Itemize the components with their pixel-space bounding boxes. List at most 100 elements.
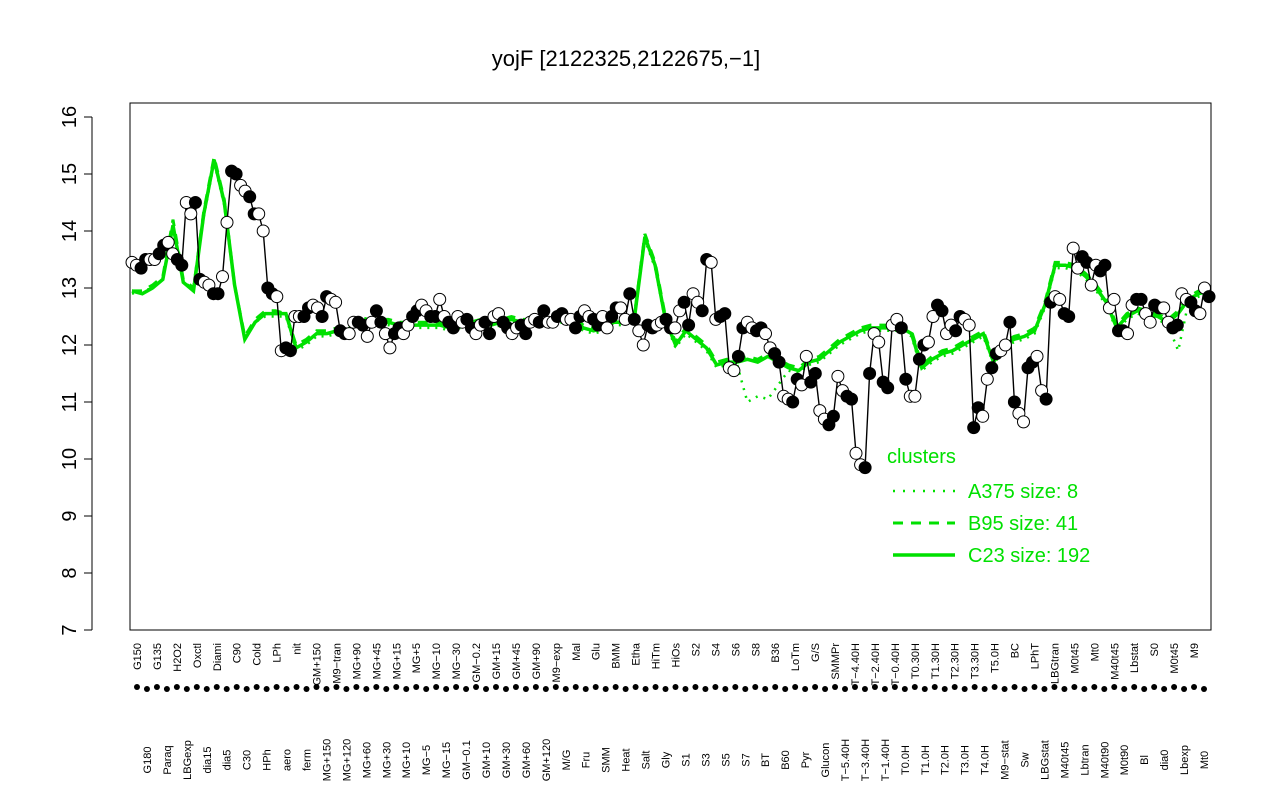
y-axis: 7 8 9 10 11 12 13 14 15 16: [59, 106, 93, 636]
x-tick-marker: [1041, 686, 1048, 692]
data-point: [799, 349, 813, 363]
data-point: [831, 369, 845, 383]
data-point: [718, 307, 732, 321]
x-tick-marker: [772, 684, 779, 690]
x-tick-label: BC: [1010, 643, 1022, 658]
x-tick-label: Paraq: [162, 745, 174, 774]
x-tick-marker: [951, 684, 958, 690]
x-tick-label: T4.0H: [980, 745, 992, 775]
data-point: [537, 304, 551, 318]
data-point: [1007, 395, 1021, 409]
x-tick-label: B60: [780, 750, 792, 770]
data-point: [211, 287, 225, 301]
x-tick-marker: [891, 684, 898, 690]
x-tick-marker: [1131, 684, 1138, 690]
x-tick-label: LPh: [272, 643, 284, 663]
x-tick-marker: [532, 684, 539, 690]
x-tick-marker: [193, 684, 200, 690]
x-tick-marker: [901, 686, 908, 692]
x-tick-label: BMM: [611, 643, 623, 669]
x-tick-marker: [153, 684, 160, 690]
x-tick-label: S3: [700, 753, 712, 766]
x-tick-marker: [433, 684, 440, 690]
y-tick-label: 10: [59, 448, 81, 470]
x-tick-label: S1: [680, 753, 692, 766]
x-tick-label: MG−10: [431, 643, 443, 679]
data-point: [229, 167, 243, 181]
x-tick-marker: [1071, 684, 1078, 690]
x-tick-marker: [293, 684, 300, 690]
data-point: [826, 409, 840, 423]
y-tick-label: 13: [59, 277, 81, 299]
x-tick-marker: [1101, 686, 1108, 692]
x-tick-marker: [1111, 684, 1118, 690]
x-tick-marker: [343, 686, 350, 692]
x-tick-marker: [732, 684, 739, 690]
data-point: [1039, 392, 1053, 406]
x-tick-marker: [582, 686, 589, 692]
data-point: [863, 367, 877, 380]
data-point: [1134, 292, 1148, 306]
x-tick-marker: [1001, 686, 1008, 692]
x-tick-label: Lbtran: [1079, 744, 1091, 775]
x-tick-marker: [822, 686, 829, 692]
data-point: [899, 372, 913, 386]
x-tick-label: Gly: [661, 751, 673, 768]
x-tick-marker: [333, 684, 340, 690]
data-point: [845, 392, 858, 406]
x-tick-label: GM−0.2: [471, 643, 483, 682]
data-point: [1202, 290, 1216, 304]
x-tick-label: Pyr: [800, 751, 812, 768]
x-tick-label: Mal: [571, 643, 583, 661]
x-tick-marker: [921, 686, 928, 692]
x-tick-label: T−1.40H: [880, 739, 892, 782]
x-tick-label: MG+15: [391, 643, 403, 679]
data-point: [283, 344, 297, 358]
x-tick-marker: [861, 686, 868, 692]
x-tick-label: T3.0H: [960, 745, 972, 775]
x-tick-label: SMM: [601, 747, 613, 773]
x-tick-label: Bl: [1139, 755, 1151, 765]
x-tick-label: MG+120: [341, 739, 353, 782]
x-tick-label: M0t45: [1169, 643, 1181, 674]
x-tick-marker: [702, 686, 709, 692]
data-point: [727, 364, 741, 378]
legend-title: clusters: [887, 446, 956, 468]
data-point: [1030, 349, 1044, 363]
data-point: [704, 255, 718, 269]
x-tick-label: GM−0.1: [461, 740, 473, 779]
chart-title: yojF [2122325,2122675,−1]: [492, 46, 761, 71]
x-tick-label: T0.0H: [900, 745, 912, 775]
x-tick-label: GM+10: [481, 742, 493, 778]
x-tick-label: Cold: [252, 643, 264, 666]
x-tick-label: Heat: [621, 748, 633, 771]
x-tick-label: S8: [750, 643, 762, 656]
data-point: [623, 287, 637, 301]
data-point: [184, 207, 198, 221]
x-tick-label: S4: [710, 643, 722, 656]
x-tick-marker: [682, 686, 689, 692]
x-tick-label: MG+45: [371, 643, 383, 679]
x-tick-marker: [243, 686, 250, 692]
x-tick-marker: [1201, 686, 1208, 692]
data-point: [1003, 315, 1017, 329]
data-point: [369, 304, 383, 318]
data-point: [858, 461, 872, 475]
x-tick-marker: [662, 686, 669, 692]
x-tick-label: Glu: [591, 643, 603, 660]
x-tick-label: G/S: [810, 643, 822, 662]
x-tick-label: Etha: [631, 642, 643, 666]
x-tick-marker: [522, 686, 529, 692]
data-point: [519, 327, 533, 341]
x-tick-marker: [473, 684, 480, 690]
x-tick-label: S2: [690, 643, 702, 656]
x-tick-marker: [283, 686, 290, 692]
x-tick-marker: [971, 684, 978, 690]
x-tick-marker: [842, 686, 849, 692]
x-tick-label: dia5: [222, 750, 234, 771]
y-tick-label: 15: [59, 163, 81, 185]
data-point: [967, 421, 981, 435]
x-tick-label: M9: [1189, 643, 1201, 658]
x-tick-label: MG+60: [361, 742, 373, 778]
